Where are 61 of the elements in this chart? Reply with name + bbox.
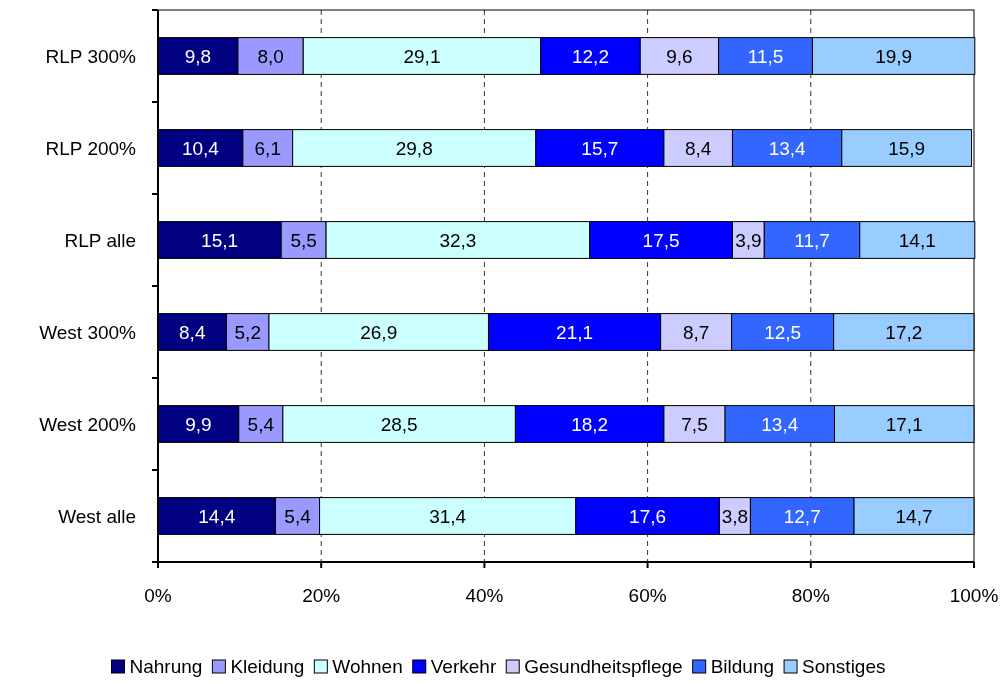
data-label: 6,1	[254, 137, 281, 159]
y-tick-label: RLP 200%	[45, 137, 137, 159]
x-tick-label: 40%	[465, 585, 504, 606]
legend-label: Sonstiges	[802, 656, 886, 677]
data-label: 14,7	[895, 505, 933, 527]
data-label: 5,4	[284, 505, 312, 527]
data-label: 29,1	[403, 45, 441, 67]
y-tick-label: West 200%	[39, 413, 137, 435]
data-label: 13,4	[761, 413, 799, 435]
data-label: 13,4	[768, 137, 807, 159]
x-tick-label: 60%	[628, 585, 667, 606]
data-label: 5,5	[290, 229, 317, 251]
data-label: 14,1	[898, 229, 936, 251]
data-label: 8,7	[682, 321, 710, 343]
x-tick-label: 0%	[144, 585, 172, 606]
legend-label: Bildung	[710, 656, 775, 677]
data-label: 7,5	[681, 413, 708, 435]
legend-label: Kleidung	[230, 656, 305, 677]
data-label: 15,9	[888, 137, 926, 159]
data-label: 32,3	[439, 229, 477, 251]
y-tick-label: West alle	[58, 505, 136, 527]
x-tick-label: 80%	[791, 585, 830, 606]
legend-label: Wohnen	[332, 656, 403, 677]
legend-label: Nahrung	[129, 656, 203, 677]
data-label: 9,9	[185, 413, 212, 435]
data-label: 5,4	[247, 413, 275, 435]
x-tick-label: 100%	[949, 585, 999, 606]
data-label: 17,5	[642, 229, 680, 251]
y-tick-label: RLP alle	[64, 229, 136, 251]
data-label: 18,2	[571, 413, 609, 435]
data-label: 14,4	[198, 505, 236, 527]
data-label: 12,5	[764, 321, 802, 343]
data-label: 12,7	[783, 505, 821, 527]
y-tick-label: West 300%	[39, 321, 137, 343]
data-label: 15,1	[201, 229, 239, 251]
data-label: 8,0	[257, 45, 284, 67]
data-label: 11,5	[747, 45, 784, 67]
data-label: 9,6	[666, 45, 693, 67]
data-label: 19,9	[875, 45, 913, 67]
data-label: 12,2	[571, 45, 609, 67]
data-label: 8,4	[179, 321, 206, 343]
legend-label: Gesundheitspflege	[524, 656, 683, 677]
data-label: 5,2	[234, 321, 261, 343]
x-tick-label: 20%	[302, 585, 341, 606]
data-label: 3,9	[735, 229, 762, 251]
y-tick-label: RLP 300%	[45, 45, 137, 67]
legend-label: Verkehr	[430, 656, 497, 677]
data-label: 3,8	[721, 505, 749, 527]
data-label: 9,8	[184, 45, 212, 67]
data-label: 28,5	[380, 413, 418, 435]
data-label: 17,1	[885, 413, 923, 435]
data-label: 29,8	[395, 137, 433, 159]
data-label: 8,4	[684, 137, 712, 159]
data-label: 10,4	[181, 137, 220, 159]
data-label: 21,1	[556, 321, 594, 343]
data-label: 11,7	[794, 229, 830, 251]
data-label: 17,6	[629, 505, 667, 527]
data-label: 31,4	[429, 505, 467, 527]
data-label: 17,2	[885, 321, 923, 343]
data-label: 26,9	[360, 321, 398, 343]
data-label: 15,7	[581, 137, 619, 159]
